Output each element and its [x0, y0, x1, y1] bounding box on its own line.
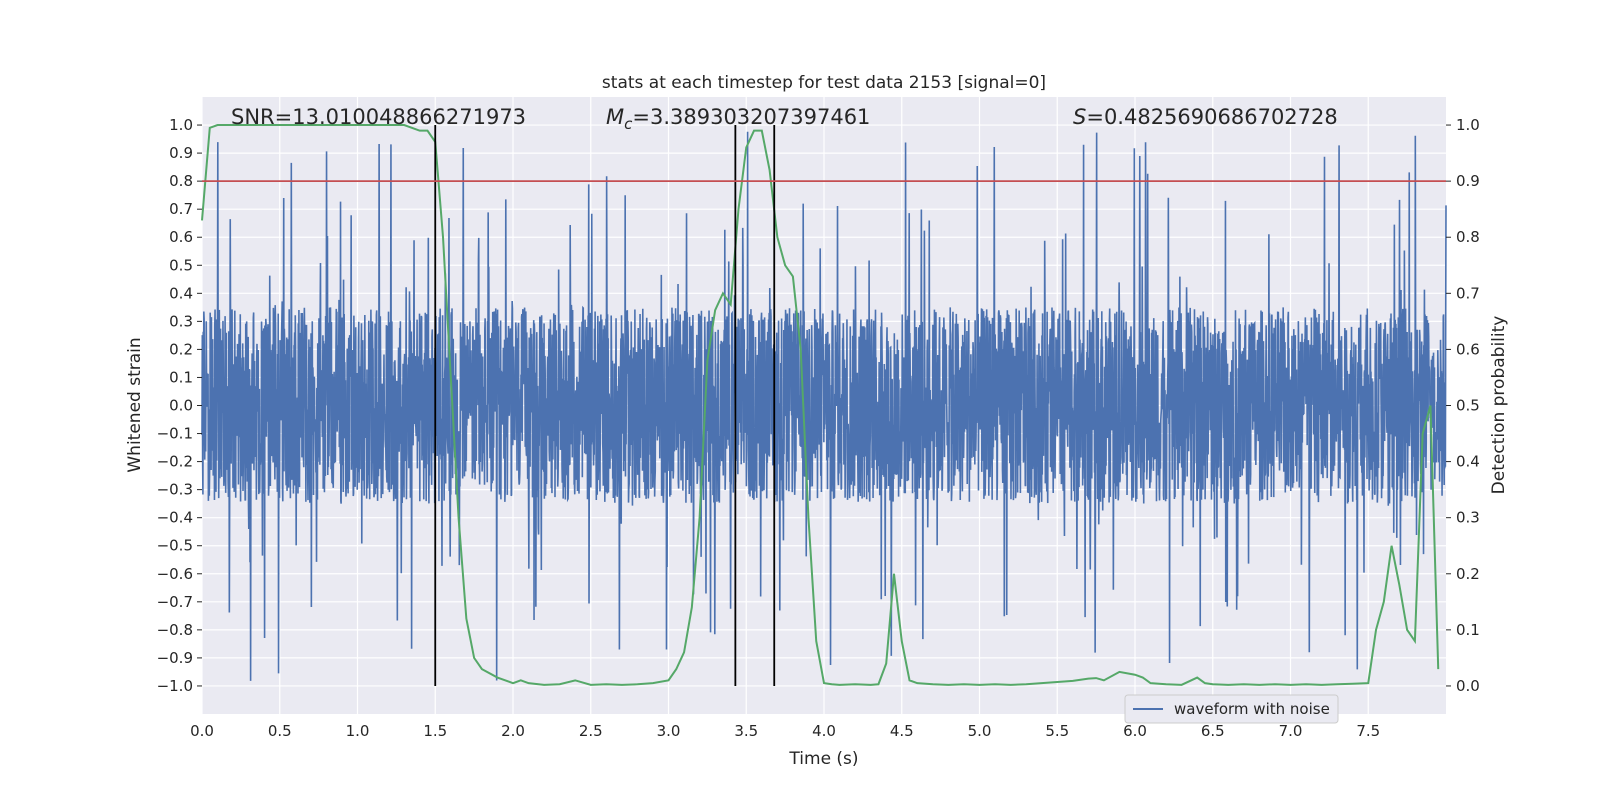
- y-tick-label: −0.6: [157, 565, 193, 583]
- y-tick-label: 1.0: [169, 116, 193, 134]
- x-tick-label: 0.0: [190, 722, 214, 740]
- x-tick-label: 2.0: [501, 722, 525, 740]
- y-tick-label: −0.2: [157, 453, 193, 471]
- y2-axis-label: Detection probability: [1489, 316, 1509, 495]
- y2-tick-label: 0.2: [1456, 565, 1480, 583]
- y-tick-label: 0.4: [169, 284, 193, 302]
- y-axis-label: Whitened strain: [125, 337, 145, 472]
- y-tick-label: 0.2: [169, 340, 193, 358]
- y-tick-label: −0.3: [157, 481, 193, 499]
- mc-symbol: M: [606, 105, 624, 129]
- mc-value: =3.389303207397461: [632, 105, 870, 129]
- legend: waveform with noise: [1124, 694, 1339, 724]
- waveform-series: [201, 131, 1447, 681]
- y-tick-label: −0.9: [157, 649, 193, 667]
- detection-probability-series: [201, 124, 1440, 686]
- waveform-line: [201, 131, 1447, 681]
- y2-tick-label: 1.0: [1456, 116, 1480, 134]
- y-tick-label: −0.5: [157, 537, 193, 555]
- x-tick-label: 4.5: [890, 722, 914, 740]
- y-tick-label: 0.8: [169, 172, 193, 190]
- legend-label-waveform: waveform with noise: [1174, 700, 1330, 718]
- y2-tick-label: 0.8: [1456, 228, 1480, 246]
- mc-annotation: Mc=3.389303207397461: [606, 105, 870, 133]
- y-tick-label: 0.1: [169, 368, 193, 386]
- y2-tick-label: 0.3: [1456, 509, 1480, 527]
- y-tick-label: 0.9: [169, 144, 193, 162]
- vertical-markers: [434, 125, 776, 686]
- tick-labels: 0.0 0.5 1.0 1.5 2.0 2.5 3.0 3.5 4.0 4.5 5.0 5.5 6.0 6…: [157, 116, 1480, 740]
- x-tick-label: 3.5: [734, 722, 758, 740]
- y-tick-label: 0.5: [169, 256, 193, 274]
- snr-annotation: SNR=13.010048866271973: [231, 105, 526, 129]
- y-tick-label: 0.6: [169, 228, 193, 246]
- x-tick-label: 1.5: [423, 722, 447, 740]
- x-tick-label: 6.0: [1123, 722, 1147, 740]
- x-tick-label: 0.5: [268, 722, 292, 740]
- legend-box: [1124, 694, 1339, 724]
- s-annotation: S=0.4825690686702728: [1073, 105, 1338, 129]
- y-tick-label: −1.0: [157, 677, 193, 695]
- y-tick-label: 0.7: [169, 200, 193, 218]
- s-symbol: S: [1073, 105, 1086, 129]
- x-tick-label: 5.0: [968, 722, 992, 740]
- y2-tick-label: 0.7: [1456, 284, 1480, 302]
- x-tick-label: 7.0: [1279, 722, 1303, 740]
- y-tick-label: −0.1: [157, 425, 193, 443]
- y-tick-label: −0.8: [157, 621, 193, 639]
- x-tick-label: 1.0: [346, 722, 370, 740]
- x-tick-label: 6.5: [1201, 722, 1225, 740]
- y2-tick-label: 0.1: [1456, 621, 1480, 639]
- x-tick-label: 5.5: [1045, 722, 1069, 740]
- y2-tick-label: 0.6: [1456, 340, 1480, 358]
- y-tick-label: 0.3: [169, 312, 193, 330]
- chart-title: stats at each timestep for test data 215…: [602, 73, 1046, 93]
- x-tick-label: 2.5: [579, 722, 603, 740]
- y2-tick-label: 0.4: [1456, 453, 1480, 471]
- x-tick-label: 4.0: [812, 722, 836, 740]
- y-tick-label: 0.0: [169, 397, 193, 415]
- y-tick-label: −0.7: [157, 593, 193, 611]
- y2-tick-label: 0.5: [1456, 397, 1480, 415]
- s-value: =0.4825690686702728: [1086, 105, 1337, 129]
- y2-tick-label: 0.0: [1456, 677, 1480, 695]
- y-tick-label: −0.4: [157, 509, 193, 527]
- x-axis-label: Time (s): [788, 749, 858, 769]
- x-tick-label: 3.0: [657, 722, 681, 740]
- x-tick-label: 7.5: [1356, 722, 1380, 740]
- probability-line: [201, 124, 1440, 686]
- y2-tick-label: 0.9: [1456, 172, 1480, 190]
- mc-subscript: c: [624, 115, 633, 133]
